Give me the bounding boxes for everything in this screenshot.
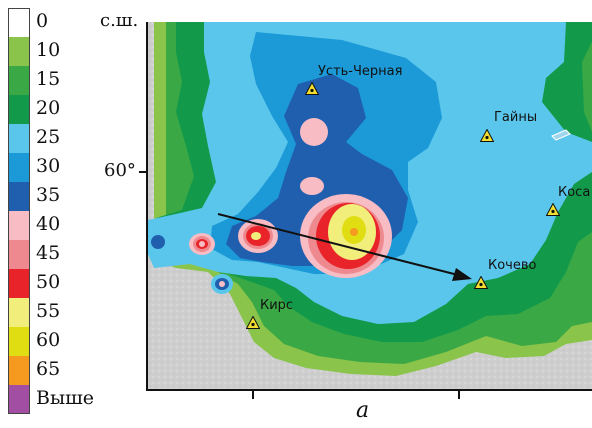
legend-item: 50 <box>6 269 106 298</box>
legend-item: 10 <box>6 37 106 66</box>
legend-swatch <box>8 124 30 153</box>
cell-40 <box>300 177 324 195</box>
legend-label: 65 <box>36 358 61 380</box>
storm-track-line <box>217 213 463 277</box>
legend-label: 20 <box>36 97 61 119</box>
legend-label: 40 <box>36 213 61 235</box>
legend-swatch <box>8 211 30 240</box>
legend-swatch <box>8 95 30 124</box>
legend-swatch <box>8 240 30 269</box>
map-frame-left <box>146 22 148 390</box>
legend-item: 30 <box>6 153 106 182</box>
legend-item: 0 <box>6 8 106 37</box>
reflectivity-map: Усть-Черная Гайны Коса Кочево Кирс <box>146 22 592 390</box>
legend-item: 20 <box>6 95 106 124</box>
legend-label: 25 <box>36 126 61 148</box>
legend-swatch <box>8 269 30 298</box>
legend-item: 15 <box>6 66 106 95</box>
cell-40 <box>199 241 205 247</box>
map-frame-bottom <box>146 389 592 391</box>
legend-swatch <box>8 153 30 182</box>
legend-label: 30 <box>36 155 61 177</box>
legend-swatch <box>8 327 30 356</box>
legend-label: 55 <box>36 300 61 322</box>
settlement-marker-icon <box>480 129 494 142</box>
lake <box>551 129 571 141</box>
lon-tick <box>458 391 460 399</box>
legend-swatch <box>8 298 30 327</box>
legend-item: 45 <box>6 240 106 269</box>
place-label-kosa: Коса <box>558 185 591 200</box>
cell-65 <box>350 228 358 236</box>
place-label-kirs: Кирс <box>260 298 294 313</box>
storm-track-arrowhead <box>452 268 472 281</box>
north-latitude-label: с.ш. <box>100 10 139 31</box>
place-label-kochevo: Кочево <box>488 258 537 273</box>
latitude-60-label: 60° <box>104 160 136 181</box>
legend-item: 60 <box>6 327 106 356</box>
legend-label: 45 <box>36 242 61 264</box>
legend-label: 10 <box>36 39 61 61</box>
legend-swatch <box>8 37 30 66</box>
legend-swatch <box>8 356 30 385</box>
cell-35 <box>151 235 165 249</box>
cell-55 <box>251 232 261 240</box>
legend-label: 0 <box>36 10 49 32</box>
legend-item: Выше <box>6 385 106 414</box>
legend-label: Выше <box>36 387 94 409</box>
legend-item: 65 <box>6 356 106 385</box>
legend-swatch <box>8 182 30 211</box>
settlement-marker-icon <box>474 276 488 289</box>
legend-swatch <box>8 8 30 37</box>
settlement-marker-icon <box>305 82 319 95</box>
legend-swatch <box>8 66 30 95</box>
settlement-marker-icon <box>246 316 260 329</box>
legend-swatch <box>8 385 30 414</box>
legend-label: 15 <box>36 68 61 90</box>
legend-label: 60 <box>36 329 61 351</box>
panel-letter: a <box>356 398 370 423</box>
lat-tick <box>139 171 147 173</box>
legend-item: 25 <box>6 124 106 153</box>
settlement-marker-icon <box>546 203 560 216</box>
legend-item: 40 <box>6 211 106 240</box>
place-label-ust-chernaya: Усть-Черная <box>318 64 403 79</box>
legend-label: 50 <box>36 271 61 293</box>
place-label-gayny: Гайны <box>494 110 538 125</box>
lon-tick <box>252 391 254 399</box>
legend-item: 35 <box>6 182 106 211</box>
cell-40 <box>219 281 225 287</box>
legend-label: 35 <box>36 184 61 206</box>
cell-40 <box>300 118 328 146</box>
legend-item: 55 <box>6 298 106 327</box>
